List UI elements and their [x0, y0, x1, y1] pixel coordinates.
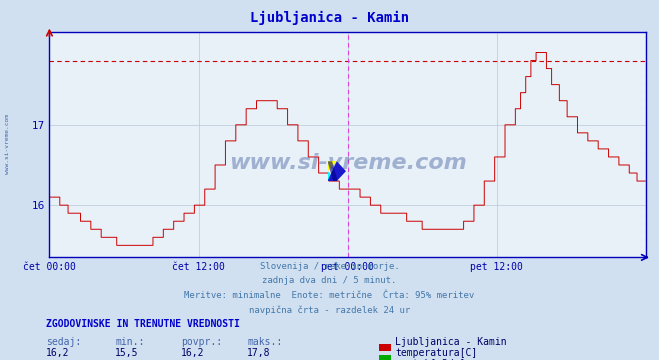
Text: ZGODOVINSKE IN TRENUTNE VREDNOSTI: ZGODOVINSKE IN TRENUTNE VREDNOSTI: [46, 319, 240, 329]
Text: povpr.:: povpr.:: [181, 337, 222, 347]
Text: zadnja dva dni / 5 minut.: zadnja dva dni / 5 minut.: [262, 276, 397, 285]
Text: -nan: -nan: [247, 359, 271, 360]
Polygon shape: [328, 161, 346, 181]
Text: Slovenija / reke in morje.: Slovenija / reke in morje.: [260, 262, 399, 271]
Text: Meritve: minimalne  Enote: metrične  Črta: 95% meritev: Meritve: minimalne Enote: metrične Črta:…: [185, 291, 474, 300]
Text: min.:: min.:: [115, 337, 145, 347]
Text: Ljubljanica - Kamin: Ljubljanica - Kamin: [395, 337, 507, 347]
Polygon shape: [328, 161, 337, 171]
Text: 16,2: 16,2: [181, 348, 205, 358]
Text: -nan: -nan: [46, 359, 70, 360]
Polygon shape: [328, 171, 337, 181]
Text: 17,8: 17,8: [247, 348, 271, 358]
Polygon shape: [328, 161, 337, 181]
Text: Ljubljanica - Kamin: Ljubljanica - Kamin: [250, 11, 409, 25]
Text: navpična črta - razdelek 24 ur: navpična črta - razdelek 24 ur: [249, 305, 410, 315]
Text: www.si-vreme.com: www.si-vreme.com: [229, 153, 467, 173]
Text: -nan: -nan: [181, 359, 205, 360]
Text: pretok[m3/s]: pretok[m3/s]: [395, 359, 466, 360]
Text: -nan: -nan: [115, 359, 139, 360]
Text: sedaj:: sedaj:: [46, 337, 81, 347]
Text: www.si-vreme.com: www.si-vreme.com: [5, 114, 11, 174]
Text: 16,2: 16,2: [46, 348, 70, 358]
Text: maks.:: maks.:: [247, 337, 282, 347]
Text: temperatura[C]: temperatura[C]: [395, 348, 478, 358]
Text: 15,5: 15,5: [115, 348, 139, 358]
